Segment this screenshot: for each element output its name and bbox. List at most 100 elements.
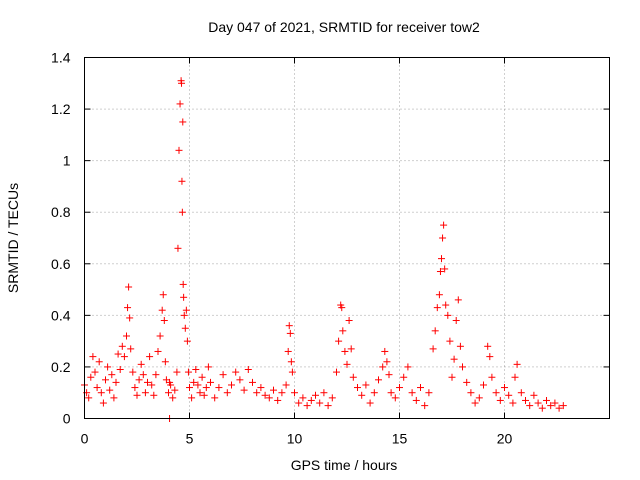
data-point <box>463 378 471 386</box>
data-point <box>196 389 204 397</box>
grid-layer <box>84 57 610 419</box>
data-point <box>345 317 353 325</box>
data-point <box>160 317 168 325</box>
data-point <box>320 389 328 397</box>
data-point <box>282 381 290 389</box>
data-point <box>439 234 447 242</box>
data-point <box>417 384 424 392</box>
data-point <box>338 304 346 312</box>
data-point <box>547 402 555 410</box>
data-point <box>412 396 420 404</box>
data-point <box>404 363 412 371</box>
data-point <box>530 391 538 399</box>
data-point <box>178 208 186 216</box>
data-point <box>131 384 139 392</box>
data-point <box>513 360 521 368</box>
data-point <box>287 358 295 366</box>
data-point <box>154 347 162 355</box>
data-point <box>104 363 112 371</box>
data-point <box>133 391 141 399</box>
data-point <box>178 79 186 87</box>
data-point <box>180 311 188 319</box>
data-point <box>244 366 252 374</box>
data-point <box>183 337 191 345</box>
data-point <box>89 353 97 361</box>
data-point <box>316 399 324 407</box>
data-point <box>202 384 210 392</box>
data-point <box>299 394 307 402</box>
data-point <box>358 391 366 399</box>
data-point <box>471 399 479 407</box>
data-point <box>179 118 187 126</box>
data-point <box>223 389 231 397</box>
data-point <box>200 391 208 399</box>
data-point <box>335 337 343 345</box>
data-point <box>391 394 399 402</box>
data-point <box>228 381 235 389</box>
data-point <box>171 386 179 394</box>
data-point <box>129 368 137 376</box>
data-point <box>176 100 184 108</box>
data-point <box>551 399 559 407</box>
y-tick-label: 0.4 <box>51 307 71 323</box>
data-point <box>324 402 332 410</box>
data-point <box>180 293 188 301</box>
data-point <box>274 396 282 404</box>
data-point <box>194 381 202 389</box>
data-point <box>408 389 416 397</box>
data-point <box>120 353 128 361</box>
data-point <box>328 394 336 402</box>
data-point <box>303 402 311 410</box>
data-point <box>182 306 190 314</box>
data-point <box>156 332 164 340</box>
data-point <box>108 371 116 379</box>
y-tick-label: 0.6 <box>51 256 71 272</box>
data-point <box>421 402 429 410</box>
data-point <box>438 255 445 263</box>
data-point <box>186 384 193 392</box>
data-point <box>190 378 198 386</box>
data-point <box>127 345 135 353</box>
data-point <box>125 283 133 291</box>
data-point <box>219 371 227 379</box>
data-point <box>159 291 167 299</box>
data-point <box>178 177 186 185</box>
data-point <box>496 396 504 404</box>
data-point <box>555 404 563 412</box>
data-point <box>184 368 192 376</box>
data-point <box>446 337 454 345</box>
x-tick-label: 20 <box>497 431 513 447</box>
data-point <box>522 396 529 404</box>
data-point <box>456 342 464 350</box>
data-point <box>110 394 118 402</box>
y-axis-label: SRMTID / TECUs <box>5 183 21 293</box>
data-point <box>381 347 389 355</box>
data-point <box>511 373 519 381</box>
data-point <box>291 389 298 397</box>
data-point <box>137 360 145 368</box>
data-point <box>93 384 101 392</box>
data-point <box>517 389 525 397</box>
data-point <box>400 373 408 381</box>
data-point <box>379 363 387 371</box>
data-point <box>543 396 550 404</box>
data-point <box>261 391 269 399</box>
data-point <box>179 280 187 288</box>
data-point <box>425 389 433 397</box>
y-tick-label: 0.2 <box>51 359 71 375</box>
data-point <box>387 389 395 397</box>
data-point <box>448 373 456 381</box>
data-point <box>526 402 534 410</box>
data-point <box>126 314 134 322</box>
x-axis-label: GPS time / hours <box>291 457 398 473</box>
data-point <box>135 376 143 384</box>
x-tick-label: 5 <box>186 431 194 447</box>
data-point <box>139 371 147 379</box>
data-point <box>148 381 156 389</box>
data-point <box>91 368 99 376</box>
data-point <box>440 221 448 229</box>
x-tick-label: 15 <box>392 431 408 447</box>
data-point <box>509 399 517 407</box>
data-point <box>433 304 441 312</box>
data-point <box>459 363 466 371</box>
